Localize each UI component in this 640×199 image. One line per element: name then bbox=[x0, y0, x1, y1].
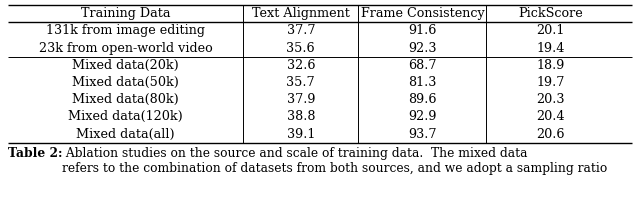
Text: 81.3: 81.3 bbox=[408, 76, 436, 89]
Text: Ablation studies on the source and scale of training data.  The mixed data
refer: Ablation studies on the source and scale… bbox=[62, 147, 607, 175]
Text: Mixed data(120k): Mixed data(120k) bbox=[68, 110, 183, 123]
Text: 18.9: 18.9 bbox=[536, 59, 564, 72]
Text: 131k from image editing: 131k from image editing bbox=[46, 24, 205, 37]
Text: 20.4: 20.4 bbox=[536, 110, 564, 123]
Text: 38.8: 38.8 bbox=[287, 110, 315, 123]
Text: Training Data: Training Data bbox=[81, 7, 170, 20]
Text: 93.7: 93.7 bbox=[408, 128, 436, 140]
Text: Frame Consistency: Frame Consistency bbox=[360, 7, 484, 20]
Text: Mixed data(50k): Mixed data(50k) bbox=[72, 76, 179, 89]
Text: 23k from open-world video: 23k from open-world video bbox=[38, 42, 212, 55]
Text: 92.3: 92.3 bbox=[408, 42, 436, 55]
Text: 91.6: 91.6 bbox=[408, 24, 436, 37]
Text: Mixed data(20k): Mixed data(20k) bbox=[72, 59, 179, 72]
Text: PickScore: PickScore bbox=[518, 7, 583, 20]
Text: Mixed data(80k): Mixed data(80k) bbox=[72, 93, 179, 106]
Text: 37.9: 37.9 bbox=[287, 93, 315, 106]
Text: 19.7: 19.7 bbox=[536, 76, 564, 89]
Text: 19.4: 19.4 bbox=[536, 42, 564, 55]
Text: Text Alignment: Text Alignment bbox=[252, 7, 349, 20]
Text: 20.6: 20.6 bbox=[536, 128, 564, 140]
Text: Table 2:: Table 2: bbox=[8, 147, 62, 160]
Text: 92.9: 92.9 bbox=[408, 110, 436, 123]
Text: Mixed data(all): Mixed data(all) bbox=[76, 128, 175, 140]
Text: 35.6: 35.6 bbox=[287, 42, 315, 55]
Text: 89.6: 89.6 bbox=[408, 93, 436, 106]
Text: 37.7: 37.7 bbox=[287, 24, 315, 37]
Text: 20.1: 20.1 bbox=[536, 24, 564, 37]
Text: 20.3: 20.3 bbox=[536, 93, 564, 106]
Text: 68.7: 68.7 bbox=[408, 59, 436, 72]
Text: 32.6: 32.6 bbox=[287, 59, 315, 72]
Text: 35.7: 35.7 bbox=[287, 76, 315, 89]
Text: 39.1: 39.1 bbox=[287, 128, 315, 140]
